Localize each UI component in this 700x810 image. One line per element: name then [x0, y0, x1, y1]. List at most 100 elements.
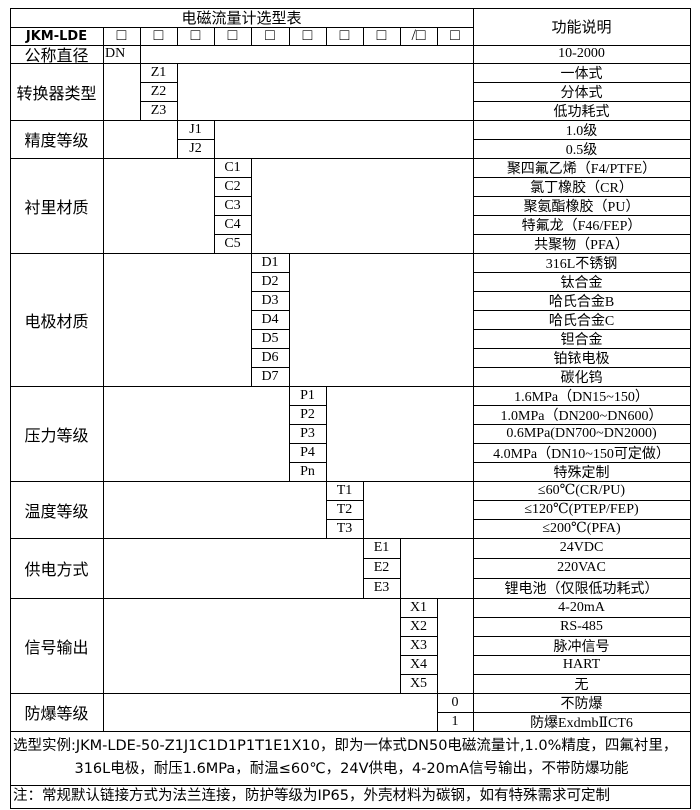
option-description: ≤60℃(CR/PU): [473, 481, 691, 501]
group-label: 转换器类型: [10, 63, 104, 121]
code-slot: □: [140, 27, 178, 46]
code-slot: □: [103, 27, 141, 46]
option-code: T1: [326, 481, 364, 501]
blank-cell: [214, 120, 474, 159]
option-code: C3: [214, 196, 252, 216]
option-code: D7: [251, 367, 290, 387]
blank-cell: [103, 598, 401, 694]
option-description: 氯丁橡胶（CR）: [473, 177, 691, 197]
code-slot: □: [177, 27, 215, 46]
blank-cell: [103, 253, 252, 387]
blank-cell: [251, 158, 474, 254]
code-slot: □: [214, 27, 252, 46]
option-description: 0.5级: [473, 139, 691, 159]
function-header: 功能说明: [473, 8, 691, 46]
option-description: 哈氏合金C: [473, 310, 691, 330]
blank-cell: [103, 63, 141, 121]
option-description: 共聚物（PFA）: [473, 234, 691, 254]
code-slot: □: [251, 27, 290, 46]
option-code: X3: [400, 636, 438, 656]
option-code: P1: [289, 386, 327, 406]
option-description: 1.6MPa（DN15~150）: [473, 386, 691, 406]
footnote: 注：常规默认链接方式为法兰连接，防护等级为IP65，外壳材料为碳钢，如有特殊需求…: [10, 785, 691, 809]
option-description: 聚四氟乙烯（F4/PTFE）: [473, 158, 691, 178]
option-code: C1: [214, 158, 252, 178]
blank-cell: [140, 45, 474, 64]
option-description: 无: [473, 674, 691, 694]
option-description: 一体式: [473, 63, 691, 83]
option-code: Z1: [140, 63, 178, 83]
blank-cell: [437, 598, 474, 694]
blank-cell: [400, 538, 474, 599]
option-description: 4-20mA: [473, 598, 691, 618]
option-code: C4: [214, 215, 252, 235]
example-line-2: 316L电极，耐压1.6MPa，耐温≤60℃，24V供电，4-20mA信号输出，…: [74, 761, 629, 777]
option-description: 10-2000: [473, 45, 691, 64]
blank-cell: [103, 481, 327, 539]
option-code: T2: [326, 500, 364, 520]
option-description: 不防爆: [473, 693, 691, 713]
option-description: 铂铱电极: [473, 348, 691, 368]
option-description: 低功耗式: [473, 101, 691, 121]
option-code: J1: [177, 120, 215, 140]
option-code: DN: [103, 45, 141, 64]
model-prefix: JKM-LDE: [10, 27, 104, 46]
option-code: P3: [289, 424, 327, 444]
option-code: P4: [289, 443, 327, 463]
blank-cell: [326, 386, 474, 482]
note-text: 注：常规默认链接方式为法兰连接，防护等级为IP65，外壳材料为碳钢，如有特殊需求…: [13, 788, 610, 804]
blank-cell: [289, 253, 474, 387]
option-code: E1: [363, 538, 401, 559]
option-code: Z2: [140, 82, 178, 102]
option-code: 0: [437, 693, 474, 713]
group-label: 精度等级: [10, 120, 104, 159]
option-description: 防爆ExdmbⅡCT6: [473, 712, 691, 732]
option-code: P2: [289, 405, 327, 425]
group-label: 防爆等级: [10, 693, 104, 732]
blank-cell: [363, 481, 474, 539]
option-code: D1: [251, 253, 290, 273]
option-description: 锂电池（仅限低功耗式）: [473, 578, 691, 599]
blank-cell: [103, 120, 178, 159]
option-description: 脉冲信号: [473, 636, 691, 656]
option-description: 220VAC: [473, 558, 691, 579]
option-description: 316L不锈钢: [473, 253, 691, 273]
option-description: 特氟龙（F46/FEP）: [473, 215, 691, 235]
option-description: 聚氨酯橡胶（PU）: [473, 196, 691, 216]
blank-cell: [103, 386, 290, 482]
option-code: T3: [326, 519, 364, 539]
option-description: ≤120℃(PTEP/FEP): [473, 500, 691, 520]
blank-cell: [103, 158, 215, 254]
blank-cell: [177, 63, 474, 121]
code-slot: □: [326, 27, 364, 46]
option-description: 24VDC: [473, 538, 691, 559]
table-title: 电磁流量计选型表: [10, 8, 474, 28]
option-code: E2: [363, 558, 401, 579]
option-code: 1: [437, 712, 474, 732]
option-code: X1: [400, 598, 438, 618]
option-description: 钽合金: [473, 329, 691, 349]
selection-example: 选型实例:JKM-LDE-50-Z1J1C1D1P1T1E1X10，即为一体式D…: [10, 731, 691, 786]
option-code: Z3: [140, 101, 178, 121]
example-line-1: 选型实例:JKM-LDE-50-Z1J1C1D1P1T1E1X10，即为一体式D…: [13, 738, 678, 754]
option-description: 4.0MPa（DN10~150可定做）: [473, 443, 691, 463]
code-slot: □: [289, 27, 327, 46]
option-code: J2: [177, 139, 215, 159]
option-description: 特殊定制: [473, 462, 691, 482]
option-description: 1.0MPa（DN200~DN600）: [473, 405, 691, 425]
option-description: ≤200℃(PFA): [473, 519, 691, 539]
option-description: 碳化钨: [473, 367, 691, 387]
option-description: 钛合金: [473, 272, 691, 292]
option-code: X5: [400, 674, 438, 694]
option-description: 1.0级: [473, 120, 691, 140]
group-label: 供电方式: [10, 538, 104, 599]
group-label: 压力等级: [10, 386, 104, 482]
option-description: RS-485: [473, 617, 691, 637]
code-slot: /□: [400, 27, 438, 46]
option-code: X2: [400, 617, 438, 637]
option-description: 哈氏合金B: [473, 291, 691, 311]
option-code: D3: [251, 291, 290, 311]
group-label: 公称直径: [10, 45, 104, 64]
group-label: 信号输出: [10, 598, 104, 694]
code-slot: □: [437, 27, 474, 46]
